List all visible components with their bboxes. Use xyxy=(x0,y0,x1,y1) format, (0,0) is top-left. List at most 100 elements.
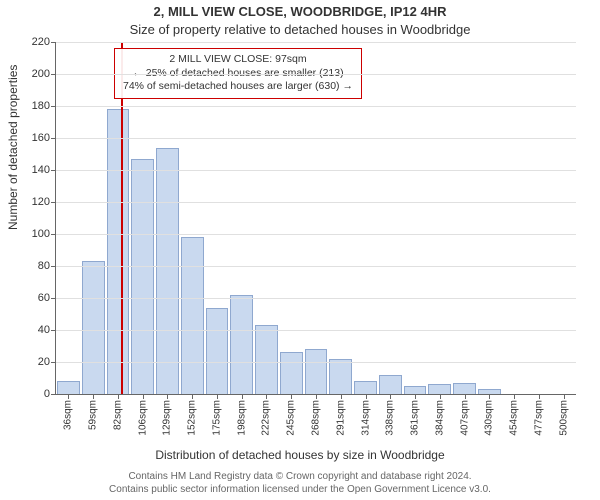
xtick-mark xyxy=(167,394,168,399)
gridline xyxy=(56,170,576,171)
gridline xyxy=(56,42,576,43)
bar xyxy=(230,295,253,394)
ytick-mark xyxy=(51,266,56,267)
gridline xyxy=(56,234,576,235)
xtick-label: 477sqm xyxy=(533,400,544,436)
ytick-mark xyxy=(51,74,56,75)
gridline xyxy=(56,330,576,331)
ytick-label: 140 xyxy=(32,164,50,176)
bar xyxy=(305,349,328,394)
bar xyxy=(280,352,303,394)
xtick-label: 152sqm xyxy=(187,400,198,436)
bar xyxy=(181,237,204,394)
xtick-mark xyxy=(68,394,69,399)
ytick-label: 40 xyxy=(38,324,50,336)
ytick-mark xyxy=(51,202,56,203)
ytick-label: 0 xyxy=(44,388,50,400)
xtick-label: 454sqm xyxy=(509,400,520,436)
xtick-mark xyxy=(415,394,416,399)
title-subtitle: Size of property relative to detached ho… xyxy=(0,22,600,37)
xtick-label: 291sqm xyxy=(335,400,346,436)
xtick-mark xyxy=(266,394,267,399)
xtick-mark xyxy=(93,394,94,399)
gridline xyxy=(56,138,576,139)
ytick-mark xyxy=(51,234,56,235)
xtick-label: 129sqm xyxy=(162,400,173,436)
xtick-mark xyxy=(489,394,490,399)
ytick-label: 20 xyxy=(38,356,50,368)
xtick-label: 361sqm xyxy=(410,400,421,436)
plot-area: 2 MILL VIEW CLOSE: 97sqm ← 25% of detach… xyxy=(55,42,576,395)
gridline xyxy=(56,202,576,203)
ytick-label: 160 xyxy=(32,132,50,144)
xtick-label: 245sqm xyxy=(286,400,297,436)
xtick-mark xyxy=(192,394,193,399)
ytick-mark xyxy=(51,394,56,395)
ytick-label: 220 xyxy=(32,36,50,48)
xtick-mark xyxy=(465,394,466,399)
gridline xyxy=(56,74,576,75)
bar xyxy=(329,359,352,394)
xtick-mark xyxy=(440,394,441,399)
title-address: 2, MILL VIEW CLOSE, WOODBRIDGE, IP12 4HR xyxy=(0,4,600,19)
bar xyxy=(404,386,427,394)
ytick-label: 180 xyxy=(32,100,50,112)
xtick-label: 175sqm xyxy=(211,400,222,436)
annotation-line: 2 MILL VIEW CLOSE: 97sqm xyxy=(123,53,353,67)
xtick-label: 36sqm xyxy=(63,400,74,430)
xtick-label: 82sqm xyxy=(112,400,123,430)
xtick-label: 268sqm xyxy=(311,400,322,436)
xtick-mark xyxy=(291,394,292,399)
xtick-mark xyxy=(341,394,342,399)
xtick-mark xyxy=(242,394,243,399)
bar xyxy=(107,109,130,394)
ytick-label: 60 xyxy=(38,292,50,304)
bar xyxy=(57,381,80,394)
chart-root: 2, MILL VIEW CLOSE, WOODBRIDGE, IP12 4HR… xyxy=(0,0,600,500)
x-axis-label: Distribution of detached houses by size … xyxy=(0,448,600,462)
bar xyxy=(131,159,154,394)
y-axis-label: Number of detached properties xyxy=(6,65,20,230)
xtick-label: 198sqm xyxy=(236,400,247,436)
gridline xyxy=(56,106,576,107)
bar xyxy=(255,325,278,394)
xtick-label: 430sqm xyxy=(484,400,495,436)
xtick-mark xyxy=(390,394,391,399)
xtick-label: 106sqm xyxy=(137,400,148,436)
xtick-mark xyxy=(366,394,367,399)
ytick-label: 120 xyxy=(32,196,50,208)
ytick-mark xyxy=(51,138,56,139)
footer-line: Contains HM Land Registry data © Crown c… xyxy=(0,471,600,484)
xtick-label: 407sqm xyxy=(459,400,470,436)
xtick-label: 384sqm xyxy=(434,400,445,436)
ytick-mark xyxy=(51,106,56,107)
xtick-label: 314sqm xyxy=(360,400,371,436)
ytick-label: 100 xyxy=(32,228,50,240)
ytick-mark xyxy=(51,362,56,363)
xtick-mark xyxy=(539,394,540,399)
xtick-label: 59sqm xyxy=(88,400,99,430)
xtick-mark xyxy=(118,394,119,399)
footer-attribution: Contains HM Land Registry data © Crown c… xyxy=(0,471,600,496)
bar xyxy=(354,381,377,394)
ytick-mark xyxy=(51,330,56,331)
bar xyxy=(206,308,229,394)
footer-line: Contains public sector information licen… xyxy=(0,484,600,497)
bar xyxy=(428,384,451,394)
xtick-label: 338sqm xyxy=(385,400,396,436)
bar xyxy=(156,148,179,394)
annotation-line: 74% of semi-detached houses are larger (… xyxy=(123,80,353,94)
ytick-label: 80 xyxy=(38,260,50,272)
xtick-mark xyxy=(143,394,144,399)
xtick-mark xyxy=(564,394,565,399)
gridline xyxy=(56,298,576,299)
gridline xyxy=(56,266,576,267)
ytick-label: 200 xyxy=(32,68,50,80)
bar xyxy=(453,383,476,394)
xtick-mark xyxy=(217,394,218,399)
bar xyxy=(82,261,105,394)
gridline xyxy=(56,362,576,363)
ytick-mark xyxy=(51,298,56,299)
xtick-mark xyxy=(316,394,317,399)
xtick-label: 222sqm xyxy=(261,400,272,436)
